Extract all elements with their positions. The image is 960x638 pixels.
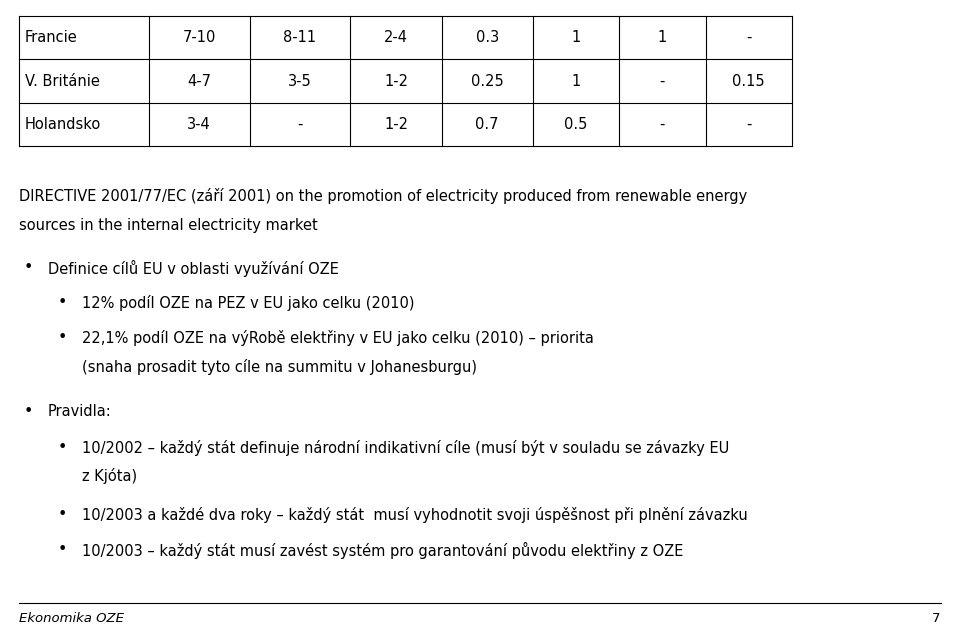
Text: -: - xyxy=(660,117,665,132)
Text: 10/2002 – každý stát definuje národní indikativní cíle (musí být v souladu se zá: 10/2002 – každý stát definuje národní in… xyxy=(82,440,729,456)
Text: 7-10: 7-10 xyxy=(182,30,216,45)
Text: V. Británie: V. Británie xyxy=(25,73,100,89)
Text: •: • xyxy=(58,295,67,310)
Text: 22,1% podíl OZE na výRobě elektřiny v EU jako celku (2010) – priorita: 22,1% podíl OZE na výRobě elektřiny v EU… xyxy=(82,330,593,346)
Text: DIRECTIVE 2001/77/EC (září 2001) on the promotion of electricity produced from r: DIRECTIVE 2001/77/EC (září 2001) on the … xyxy=(19,188,748,204)
Text: •: • xyxy=(24,260,34,275)
Text: 1-2: 1-2 xyxy=(384,73,408,89)
Text: 3-5: 3-5 xyxy=(288,73,312,89)
Text: •: • xyxy=(58,330,67,345)
Text: 0.25: 0.25 xyxy=(470,73,504,89)
Text: z Kjóta): z Kjóta) xyxy=(82,468,136,484)
Text: 12% podíl OZE na PEZ v EU jako celku (2010): 12% podíl OZE na PEZ v EU jako celku (20… xyxy=(82,295,414,311)
Text: 10/2003 a každé dva roky – každý stát  musí vyhodnotit svoji úspěšnost při plněn: 10/2003 a každé dva roky – každý stát mu… xyxy=(82,507,747,523)
Text: 2-4: 2-4 xyxy=(384,30,408,45)
Text: 1: 1 xyxy=(658,30,667,45)
Text: 4-7: 4-7 xyxy=(187,73,211,89)
Text: •: • xyxy=(58,507,67,522)
Text: 0.5: 0.5 xyxy=(564,117,588,132)
Text: 0.15: 0.15 xyxy=(732,73,765,89)
Text: 1-2: 1-2 xyxy=(384,117,408,132)
Text: Pravidla:: Pravidla: xyxy=(48,404,111,420)
Text: -: - xyxy=(746,117,752,132)
Text: sources in the internal electricity market: sources in the internal electricity mark… xyxy=(19,218,318,234)
Text: -: - xyxy=(746,30,752,45)
Text: 8-11: 8-11 xyxy=(283,30,317,45)
Text: 3-4: 3-4 xyxy=(187,117,211,132)
Text: 1: 1 xyxy=(571,73,581,89)
Text: 7: 7 xyxy=(932,612,941,625)
Text: •: • xyxy=(24,404,34,420)
Text: Definice cílů EU v oblasti využívání OZE: Definice cílů EU v oblasti využívání OZE xyxy=(48,260,339,277)
Text: Francie: Francie xyxy=(25,30,78,45)
Text: Ekonomika OZE: Ekonomika OZE xyxy=(19,612,124,625)
Text: 0.7: 0.7 xyxy=(475,117,499,132)
Text: Holandsko: Holandsko xyxy=(25,117,101,132)
Text: 1: 1 xyxy=(571,30,581,45)
Text: •: • xyxy=(58,542,67,557)
Text: (snaha prosadit tyto cíle na summitu v Johanesburgu): (snaha prosadit tyto cíle na summitu v J… xyxy=(82,359,476,375)
Text: 10/2003 – každý stát musí zavést systém pro garantování původu elektřiny z OZE: 10/2003 – každý stát musí zavést systém … xyxy=(82,542,683,559)
Text: -: - xyxy=(660,73,665,89)
Text: 0.3: 0.3 xyxy=(475,30,499,45)
Text: •: • xyxy=(58,440,67,455)
Text: -: - xyxy=(298,117,302,132)
